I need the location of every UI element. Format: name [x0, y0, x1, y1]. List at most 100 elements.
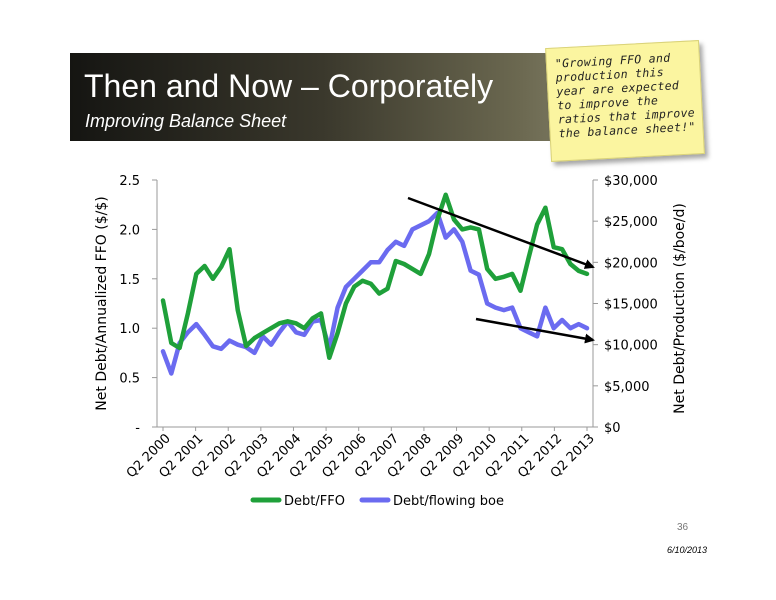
data-point-debt-ffo — [560, 247, 564, 251]
data-point-debt-ffo — [203, 264, 207, 268]
data-point-debt-ffo — [385, 287, 389, 291]
slide-date: 6/10/2013 — [667, 545, 708, 555]
data-point-debt-boe — [361, 269, 365, 273]
data-point-debt-boe — [228, 339, 232, 343]
chart-legend: Debt/FFO Debt/flowing boe — [250, 494, 504, 509]
data-point-debt-boe — [294, 330, 298, 334]
data-point-debt-boe — [211, 344, 215, 348]
data-point-debt-ffo — [427, 252, 431, 256]
data-point-debt-ffo — [319, 311, 323, 315]
data-point-debt-ffo — [211, 277, 215, 281]
data-point-debt-ffo — [402, 262, 406, 266]
slide-subtitle: Improving Balance Sheet — [85, 111, 287, 131]
data-point-debt-boe — [552, 326, 556, 330]
data-point-debt-ffo — [535, 222, 539, 226]
data-point-debt-ffo — [477, 227, 481, 231]
data-point-debt-ffo — [369, 282, 373, 286]
data-point-debt-boe — [585, 326, 589, 330]
data-point-debt-ffo — [261, 331, 265, 335]
data-point-debt-boe — [336, 306, 340, 310]
data-point-debt-boe — [568, 326, 572, 330]
data-point-debt-boe — [460, 240, 464, 244]
data-point-debt-boe — [577, 322, 581, 326]
data-point-debt-ffo — [219, 265, 223, 269]
data-point-debt-ffo — [494, 277, 498, 281]
data-point-debt-boe — [236, 343, 240, 347]
data-point-debt-ffo — [485, 267, 489, 271]
data-point-debt-ffo — [178, 346, 182, 350]
y-tick-left-label: 1.5 — [119, 273, 140, 288]
y-tick-right-label: $10,000 — [604, 339, 658, 354]
y-tick-right-label: $20,000 — [604, 256, 658, 271]
data-point-debt-ffo — [419, 272, 423, 276]
data-point-debt-boe — [302, 333, 306, 337]
y-tick-left-label: 2.0 — [119, 223, 140, 238]
y-tick-right-label: $0 — [604, 421, 621, 436]
y-axis-left-title: Net Debt/Annualized FFO ($/$) — [94, 196, 110, 410]
slide-title: Then and Now – Corporately — [84, 68, 494, 104]
data-point-debt-ffo — [394, 259, 398, 263]
data-point-debt-boe — [194, 322, 198, 326]
data-point-debt-ffo — [286, 319, 290, 323]
trend-arrow-debt-boe — [475, 317, 595, 344]
data-point-debt-boe — [352, 277, 356, 281]
data-point-debt-boe — [510, 306, 514, 310]
data-point-debt-boe — [186, 330, 190, 334]
series-line-debt-boe — [160, 210, 590, 376]
data-point-debt-ffo — [502, 275, 506, 279]
data-point-debt-boe — [377, 260, 381, 264]
data-point-debt-ffo — [543, 206, 547, 210]
y-tick-right-label: $30,000 — [604, 174, 658, 189]
data-point-debt-ffo — [336, 331, 340, 335]
data-point-debt-boe — [477, 273, 481, 277]
data-point-debt-ffo — [244, 344, 248, 348]
data-point-debt-ffo — [361, 279, 365, 283]
data-point-debt-ffo — [510, 272, 514, 276]
sticky-note-text: "Growing FFO and production this year ar… — [554, 50, 697, 141]
data-point-debt-ffo — [186, 311, 190, 315]
data-point-debt-ffo — [410, 267, 414, 271]
data-point-debt-boe — [394, 240, 398, 244]
y-tick-left-label: 1.0 — [119, 322, 140, 337]
trend-arrow-debt-ffo — [407, 196, 595, 269]
data-point-debt-boe — [427, 219, 431, 223]
data-point-debt-ffo — [236, 308, 240, 312]
data-point-debt-ffo — [228, 247, 232, 251]
page-number: 36 — [677, 522, 689, 533]
y-axis-right-title: Net Debt/Production ($/boe/d) — [672, 203, 688, 414]
data-point-debt-boe — [385, 248, 389, 252]
data-point-debt-ffo — [469, 225, 473, 229]
y-tick-right-label: $15,000 — [604, 298, 658, 313]
chart-series — [160, 192, 590, 376]
data-point-debt-ffo — [194, 272, 198, 276]
data-point-debt-ffo — [568, 262, 572, 266]
data-point-debt-boe — [543, 306, 547, 310]
data-point-debt-boe — [277, 330, 281, 334]
y-tick-left-label: 0.5 — [119, 372, 140, 387]
data-point-debt-boe — [203, 333, 207, 337]
data-point-debt-boe — [419, 223, 423, 227]
data-point-debt-ffo — [252, 336, 256, 340]
data-point-debt-boe — [502, 308, 506, 312]
data-point-debt-ffo — [577, 269, 581, 273]
data-point-debt-boe — [402, 244, 406, 248]
data-point-debt-boe — [444, 236, 448, 240]
data-point-debt-ffo — [527, 255, 531, 259]
data-point-debt-boe — [452, 227, 456, 231]
data-point-debt-ffo — [294, 321, 298, 325]
data-point-debt-boe — [169, 371, 173, 375]
legend-label-debt-ffo: Debt/FFO — [284, 494, 345, 509]
data-point-debt-boe — [535, 334, 539, 338]
y-tick-right-label: $5,000 — [604, 380, 650, 395]
data-point-debt-ffo — [161, 299, 165, 303]
data-point-debt-ffo — [377, 292, 381, 296]
data-point-debt-ffo — [435, 218, 439, 222]
data-point-debt-ffo — [344, 302, 348, 305]
data-point-debt-ffo — [452, 218, 456, 222]
data-point-debt-boe — [560, 318, 564, 322]
data-point-debt-boe — [161, 349, 165, 353]
data-point-debt-boe — [527, 330, 531, 334]
y-tick-left-label: - — [135, 421, 140, 436]
title-banner — [70, 53, 630, 141]
data-point-debt-boe — [485, 302, 489, 305]
